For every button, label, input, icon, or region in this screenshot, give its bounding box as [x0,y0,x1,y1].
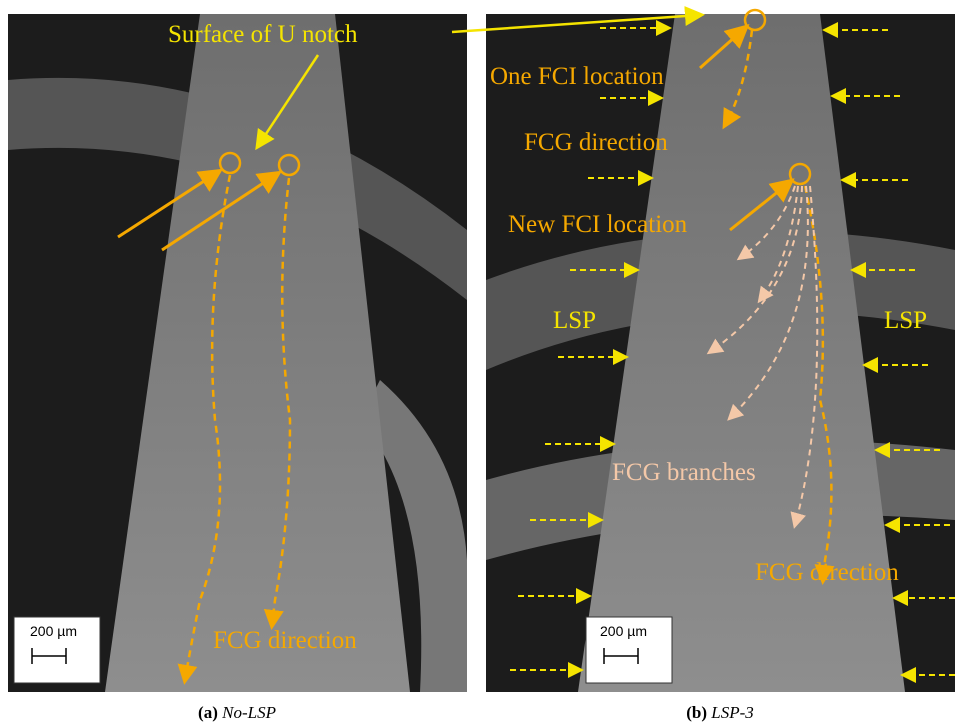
panel-b: One FCI location FCG direction New FCI l… [452,10,955,722]
caption-letter: (a) [198,703,218,722]
annotation: FCG direction [213,627,357,654]
figure: Surface of U notch FCG direction 200 µm … [0,0,962,725]
annotation: FCG direction [524,129,668,156]
annotation: FCG branches [612,459,756,486]
scale-bar-label: 200 µm [600,623,647,639]
annotation: Surface of U notch [168,21,358,48]
caption-name: LSP-3 [710,703,754,722]
annotation: LSP [553,307,596,334]
annotation: LSP [884,307,927,334]
panel-a: Surface of U notch FCG direction 200 µm … [8,14,467,722]
caption-letter: (b) [686,703,707,722]
annotation: FCG direction [755,559,899,586]
caption: (a) No-LSP [198,703,276,722]
scale-bar-label: 200 µm [30,623,77,639]
annotation: New FCI location [508,211,688,238]
annotation: One FCI location [490,63,664,90]
caption: (b) LSP-3 [686,703,754,722]
caption-name: No-LSP [221,703,276,722]
